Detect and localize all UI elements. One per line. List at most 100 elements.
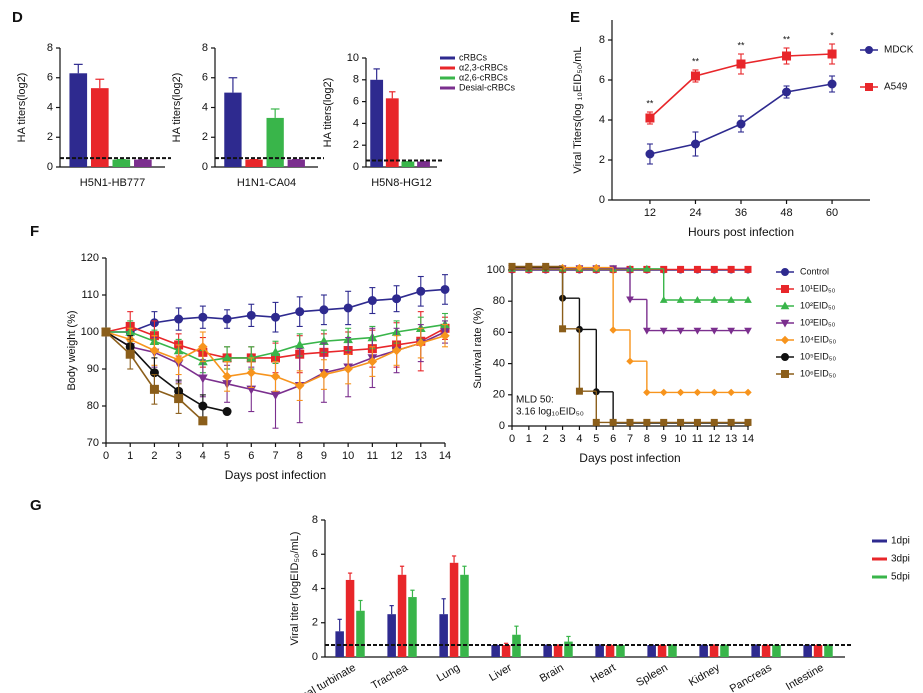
- legend-marker: [780, 301, 790, 310]
- marker: [693, 327, 702, 335]
- bar: [512, 634, 521, 657]
- marker: [101, 327, 111, 337]
- x-tick-label: 36: [735, 207, 747, 219]
- bar: [408, 597, 417, 657]
- legend-label: 10⁴EID₅₀: [800, 334, 837, 344]
- legend-label: 10⁵EID₅₀: [800, 351, 836, 361]
- bar: [605, 645, 615, 657]
- bar: [356, 610, 365, 657]
- x-tick-label: 11: [692, 433, 703, 445]
- x-axis-label: Days post infection: [225, 468, 326, 482]
- legend-marker: [781, 285, 789, 293]
- bar: [245, 159, 263, 167]
- marker: [367, 356, 378, 367]
- panel-label: E: [570, 9, 580, 26]
- y-tick-label: 4: [47, 101, 53, 113]
- bar: [90, 88, 109, 167]
- bar: [543, 645, 552, 657]
- x-tick-label: 0: [509, 433, 515, 445]
- y-tick-label: 0: [353, 161, 359, 173]
- legend-label: MDCK: [884, 45, 914, 56]
- legend-label: A549: [884, 82, 908, 93]
- marker: [744, 388, 752, 397]
- x-tick-label: 12: [390, 450, 402, 462]
- y-tick-label: 8: [202, 42, 208, 54]
- legend-label: 10²EID₅₀: [800, 300, 836, 310]
- marker: [744, 327, 752, 335]
- y-tick-label: 100: [81, 326, 99, 338]
- y-tick-label: 60: [493, 326, 505, 338]
- marker: [690, 71, 700, 81]
- marker: [542, 262, 550, 270]
- marker: [676, 295, 685, 303]
- bar: [112, 159, 131, 167]
- x-tick-label: Nasal turbinate: [288, 662, 358, 693]
- y-tick-label: 0: [312, 651, 318, 663]
- legend-label: 10¹EID₅₀: [800, 283, 836, 293]
- y-tick-label: 2: [353, 139, 359, 151]
- marker: [693, 388, 702, 397]
- y-tick-label: 110: [81, 289, 99, 301]
- y-tick-label: 2: [599, 154, 605, 166]
- x-tick-label: 10: [342, 450, 354, 462]
- significance-label: **: [692, 56, 700, 66]
- marker: [626, 418, 634, 426]
- marker: [659, 327, 668, 335]
- bar: [397, 574, 407, 657]
- y-tick-label: 80: [493, 295, 505, 307]
- x-tick-label: 4: [576, 433, 582, 445]
- marker: [710, 388, 718, 397]
- legend-label: 10³EID₅₀: [800, 317, 836, 327]
- y-axis-label: Viral titer (logEID₅₀/mL): [289, 532, 301, 646]
- x-axis-label: H5N8-HG12: [371, 177, 432, 189]
- marker: [643, 388, 651, 397]
- x-tick-label: 3: [560, 433, 566, 445]
- significance-label: *: [830, 30, 834, 40]
- marker: [319, 305, 329, 315]
- marker: [744, 295, 752, 303]
- bar: [401, 161, 415, 167]
- x-tick-label: 9: [661, 433, 667, 445]
- x-tick-label: 10: [674, 433, 686, 445]
- bar: [813, 645, 823, 657]
- x-tick-label: 8: [644, 433, 650, 445]
- marker: [690, 139, 700, 149]
- marker: [710, 418, 718, 426]
- significance-label: **: [646, 98, 654, 108]
- marker: [392, 294, 402, 304]
- marker: [727, 327, 735, 335]
- panel-label: G: [30, 497, 42, 514]
- marker: [295, 307, 305, 317]
- y-tick-label: 8: [312, 514, 318, 526]
- marker: [525, 262, 533, 270]
- x-axis-label: Days post infection: [579, 451, 680, 465]
- y-tick-label: 100: [487, 264, 505, 276]
- significance-label: **: [783, 34, 791, 44]
- y-tick-label: 6: [312, 548, 318, 560]
- y-tick-label: 90: [87, 363, 99, 375]
- marker: [246, 310, 256, 320]
- marker: [575, 263, 584, 272]
- x-tick-label: 5: [593, 433, 599, 445]
- marker: [440, 284, 450, 294]
- bar: [449, 562, 459, 657]
- y-tick-label: 6: [202, 72, 208, 84]
- marker: [367, 296, 377, 306]
- panel-label: D: [12, 9, 23, 26]
- legend-marker: [780, 335, 790, 345]
- y-tick-label: 10: [347, 52, 359, 64]
- marker: [173, 355, 184, 365]
- y-tick-label: 6: [353, 96, 359, 108]
- marker: [643, 264, 651, 272]
- marker: [149, 345, 160, 356]
- y-tick-label: 6: [47, 72, 53, 84]
- x-tick-label: 5: [224, 450, 230, 462]
- marker: [343, 364, 353, 374]
- y-tick-label: 8: [599, 34, 605, 46]
- marker: [198, 312, 208, 322]
- marker: [440, 330, 450, 341]
- marker: [319, 369, 329, 380]
- y-tick-label: 0: [599, 194, 605, 206]
- y-tick-label: 2: [47, 131, 53, 143]
- marker: [343, 303, 353, 313]
